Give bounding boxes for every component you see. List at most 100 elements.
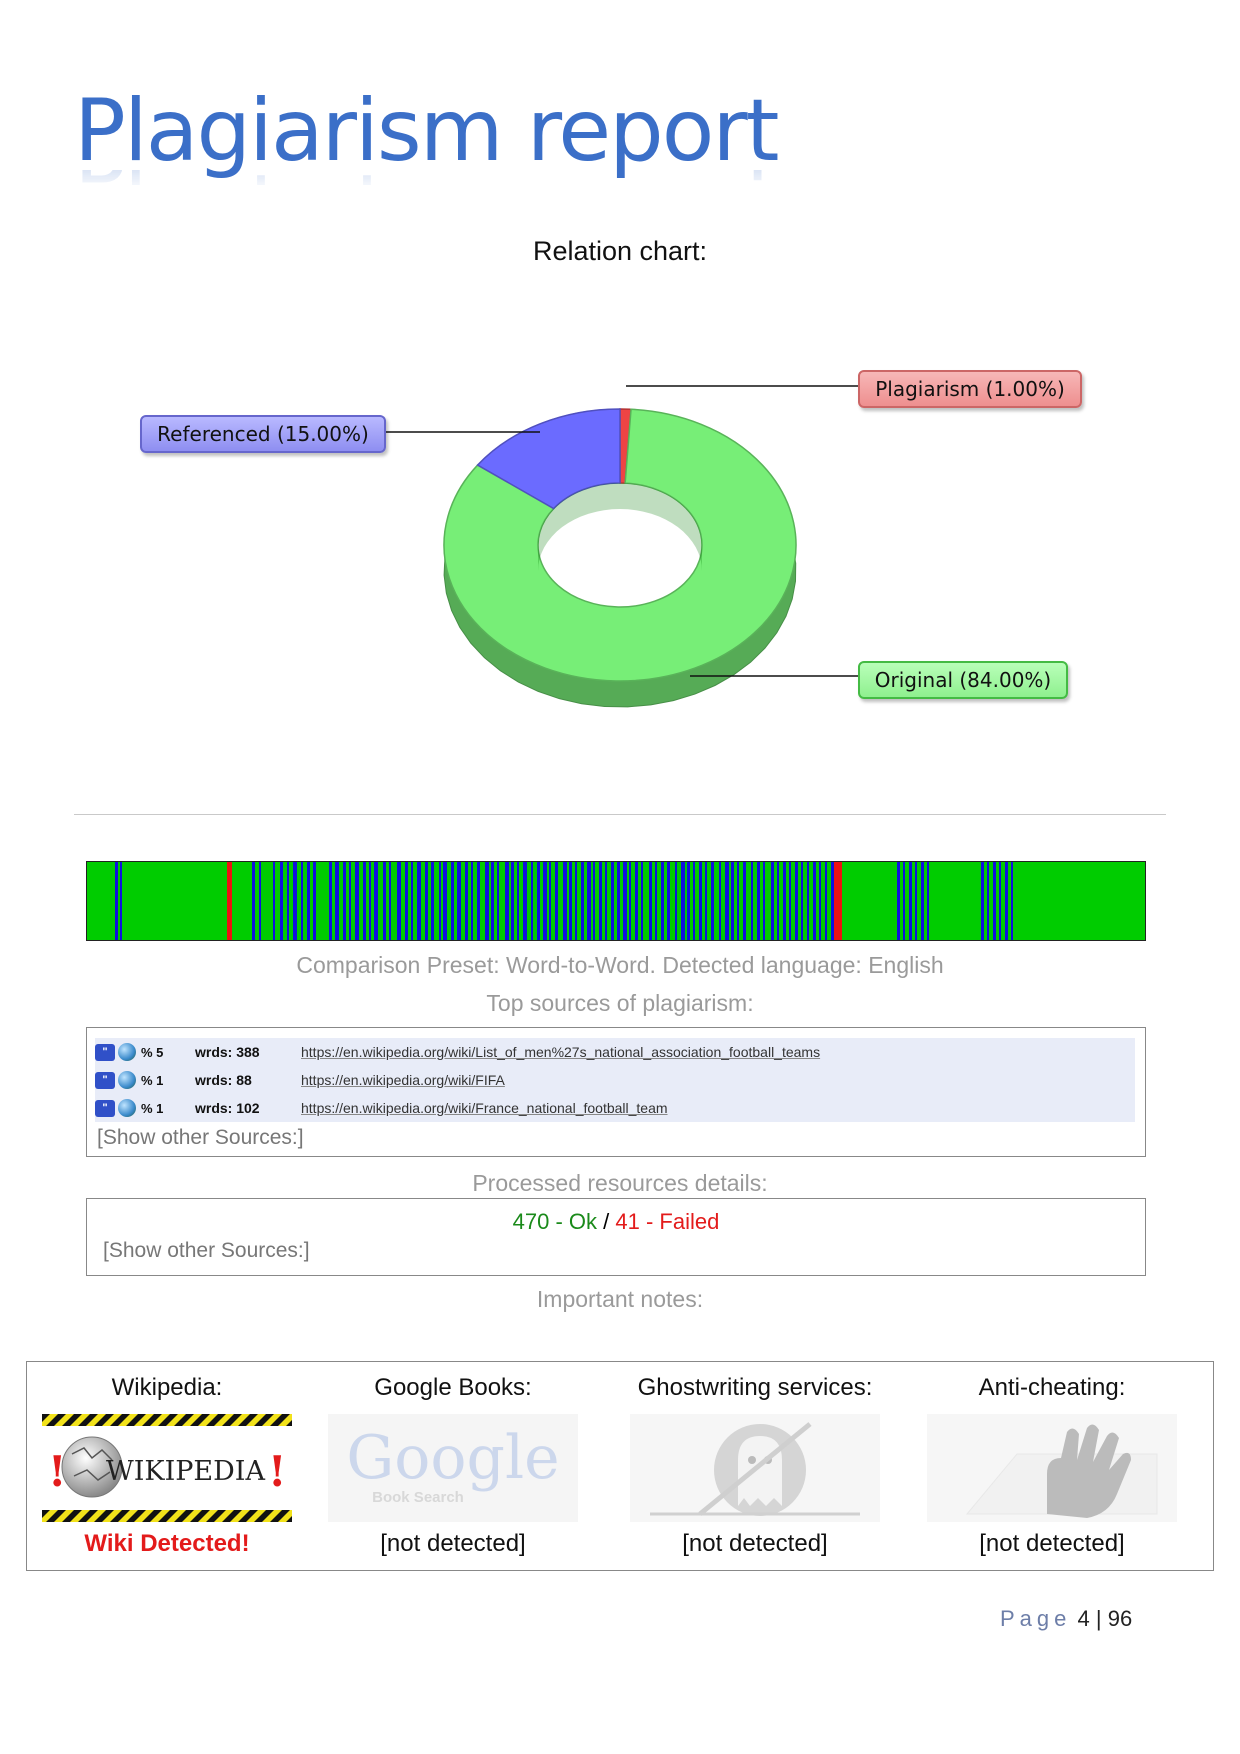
google-books-logo: Google Book Search: [328, 1414, 578, 1522]
referenced-stripe: [411, 862, 413, 940]
comparison-preset-text: Comparison Preset: Word-to-Word. Detecte…: [296, 952, 944, 978]
anti-cheating-icon: [927, 1414, 1177, 1522]
referenced-stripe: [329, 862, 332, 940]
referenced-stripe: [819, 862, 821, 940]
referenced-stripe: [549, 862, 551, 940]
referenced-stripe: [693, 862, 695, 940]
plagiarism-stripe: [839, 862, 842, 940]
referenced-stripe: [927, 862, 929, 940]
referenced-stripe: [981, 862, 984, 940]
referenced-stripe: [465, 862, 468, 940]
quote-icon[interactable]: ": [95, 1071, 115, 1089]
title-block: Plagiarism report Plagiarism report: [74, 88, 779, 192]
source-link[interactable]: https://en.wikipedia.org/wiki/List_of_me…: [301, 1044, 821, 1060]
referenced-stripe: [349, 862, 351, 940]
referenced-stripe: [374, 862, 378, 940]
referenced-stripe: [675, 862, 677, 940]
referenced-stripe: [575, 862, 577, 940]
donut-slice-original: [443, 408, 797, 682]
referenced-stripe: [629, 862, 631, 940]
page-total: 96: [1107, 1606, 1133, 1631]
referenced-stripe: [903, 862, 905, 940]
globe-link-icon[interactable]: [118, 1071, 136, 1089]
referenced-stripe: [425, 862, 428, 940]
referenced-stripe: [757, 862, 760, 940]
referenced-stripe: [711, 862, 714, 940]
processed-resources-panel: 470 - Ok / 41 - Failed [Show other Sourc…: [86, 1198, 1146, 1276]
referenced-stripe: [355, 862, 359, 940]
referenced-stripe: [563, 862, 567, 940]
referenced-stripe: [523, 862, 527, 940]
referenced-stripe: [505, 862, 509, 940]
processed-summary: 470 - Ok / 41 - Failed: [87, 1209, 1145, 1235]
referenced-stripe: [471, 862, 473, 940]
referenced-stripe: [531, 862, 533, 940]
quote-icon[interactable]: ": [95, 1099, 115, 1117]
referenced-stripe: [431, 862, 434, 940]
note-label: Anti-cheating:: [978, 1374, 1126, 1401]
svg-text:!: !: [268, 1447, 286, 1496]
page-word: Page: [1000, 1606, 1072, 1631]
failed-count: 41 - Failed: [615, 1209, 720, 1234]
source-row: " % 1 wrds: 102 https://en.wikipedia.org…: [95, 1094, 1135, 1122]
globe-link-icon[interactable]: [118, 1043, 136, 1061]
referenced-stripe: [120, 862, 122, 940]
referenced-stripe: [511, 862, 514, 940]
referenced-stripe: [439, 862, 441, 940]
page-footer: Page 4 | 96: [1000, 1606, 1132, 1632]
processed-show-other-link[interactable]: [Show other Sources:]: [103, 1239, 310, 1262]
referenced-stripe: [477, 862, 480, 940]
source-percent: % 5: [141, 1044, 164, 1060]
top-sources-panel: " % 5 wrds: 388 https://en.wikipedia.org…: [86, 1027, 1146, 1157]
referenced-stripe: [389, 862, 391, 940]
referenced-stripe: [397, 862, 401, 940]
page-number: 4: [1077, 1606, 1090, 1631]
referenced-stripe: [771, 862, 774, 940]
note-wikipedia: Wikipedia: ! WIKIPEDIA ! Wiki Detected!: [32, 1362, 302, 1570]
source-row: " % 1 wrds: 88 https://en.wikipedia.org/…: [95, 1066, 1135, 1094]
plagiarism-stripe: [834, 862, 839, 940]
note-ghostwriting: Ghostwriting services: [not detected]: [620, 1362, 890, 1570]
svg-text:!: !: [48, 1447, 66, 1496]
google-logo-text: Google: [346, 1423, 559, 1493]
referenced-stripe: [641, 862, 643, 940]
note-label: Wikipedia:: [111, 1374, 223, 1401]
ghostwriting-icon: [630, 1414, 880, 1522]
referenced-stripe: [587, 862, 591, 940]
referenced-stripe: [259, 862, 261, 940]
referenced-stripe: [655, 862, 657, 940]
referenced-stripe: [783, 862, 786, 940]
show-other-sources-link[interactable]: [Show other Sources:]: [97, 1126, 304, 1149]
note-label: Ghostwriting services:: [637, 1374, 873, 1401]
processed-title: Processed resources details:: [472, 1170, 768, 1196]
referenced-stripe: [343, 862, 346, 940]
distribution-stripes: [115, 862, 1013, 940]
referenced-stripe: [293, 862, 297, 940]
referenced-stripe: [335, 862, 339, 940]
referenced-stripe: [555, 862, 558, 940]
referenced-stripe: [789, 862, 791, 940]
chart-title: Relation chart:: [532, 236, 708, 266]
referenced-stripe: [593, 862, 595, 940]
referenced-stripe: [661, 862, 664, 940]
globe-link-icon[interactable]: [118, 1099, 136, 1117]
referenced-stripe: [543, 862, 547, 940]
referenced-stripe: [825, 862, 827, 940]
referenced-stripe: [987, 862, 989, 940]
wikipedia-logo-text: WIKIPEDIA: [106, 1456, 265, 1487]
referenced-stripe: [999, 862, 1001, 940]
source-words: wrds: 88: [195, 1072, 252, 1088]
referenced-stripe: [405, 862, 408, 940]
referenced-stripe: [497, 862, 499, 940]
note-anti-cheating: Anti-cheating: [not detected]: [917, 1362, 1187, 1570]
source-link[interactable]: https://en.wikipedia.org/wiki/France_nat…: [301, 1100, 668, 1116]
source-row: " % 5 wrds: 388 https://en.wikipedia.org…: [95, 1038, 1135, 1066]
plagiarism-stripe: [227, 862, 232, 940]
source-link[interactable]: https://en.wikipedia.org/wiki/FIFA: [301, 1072, 505, 1088]
referenced-stripe: [273, 862, 275, 940]
quote-icon[interactable]: ": [95, 1043, 115, 1061]
referenced-stripe: [457, 862, 461, 940]
referenced-stripe: [581, 862, 584, 940]
referenced-stripe: [687, 862, 690, 940]
referenced-stripe: [719, 862, 721, 940]
